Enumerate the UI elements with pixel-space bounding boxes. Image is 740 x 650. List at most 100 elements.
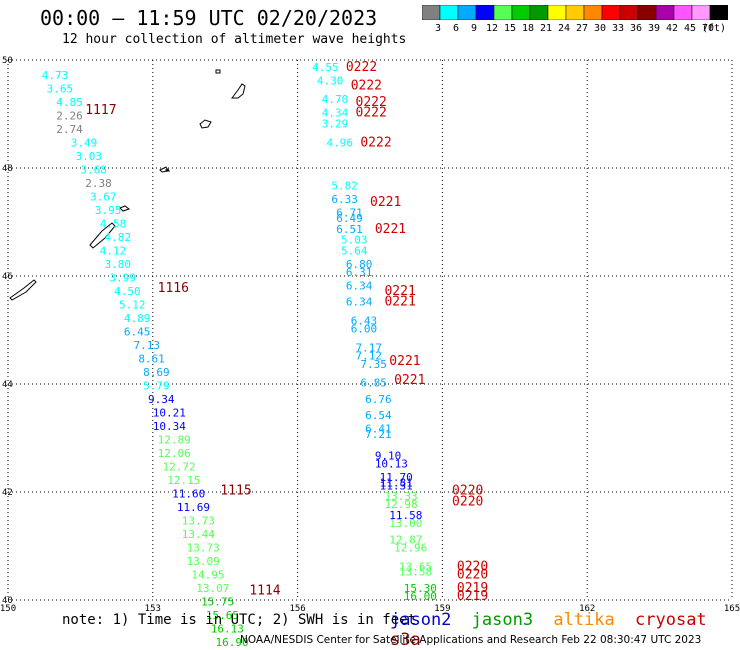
wave-height-point: 11.69 (177, 501, 210, 514)
wave-height-point: 6.34 (346, 280, 373, 293)
wave-height-point: 4.70 (322, 93, 349, 106)
colorbar-label: 36 (630, 23, 642, 34)
colorbar-label: 42 (666, 23, 678, 34)
y-tick-label: 50 (2, 56, 13, 66)
wave-height-point: 11.81 (380, 477, 413, 490)
wave-height-point: 5.03 (341, 234, 368, 247)
wave-height-point: 13.07 (196, 582, 229, 595)
wave-height-point: 5.79 (143, 379, 170, 392)
colorbar-label: 3 (435, 23, 441, 34)
wave-height-point: 3.29 (322, 118, 349, 131)
island-7 (215, 69, 221, 74)
wave-height-point: 6.51 (336, 223, 363, 236)
time-labels: 1117111611151114022202220222022202220221… (85, 60, 488, 604)
wave-height-point: 4.30 (317, 74, 344, 87)
colorbar-label: 21 (540, 23, 552, 34)
wave-height-point: 11.70 (380, 471, 413, 484)
wave-height-point: 16.00 (404, 590, 437, 603)
wave-height-point: 8.61 (138, 352, 165, 365)
wave-height-values: 4.733.654.852.262.743.493.033.682.383.67… (42, 61, 437, 649)
chart-title: 00:00 – 11:59 UTC 02/20/2023 (40, 6, 378, 30)
wave-height-point: 6.54 (365, 409, 392, 422)
time-label: 0222 (346, 60, 377, 75)
wave-height-point: 7.21 (365, 428, 392, 441)
wave-height-point: 3.80 (105, 258, 131, 271)
wave-height-point: 6.34 (346, 296, 373, 309)
wave-height-point: 13.73 (187, 541, 220, 554)
x-tick-label: 150 (0, 604, 16, 614)
wave-height-point: 4.55 (312, 61, 339, 74)
x-tick-label: 162 (579, 604, 595, 614)
wave-height-point: 4.50 (114, 285, 141, 298)
wave-height-point: 9.34 (148, 393, 175, 406)
time-label: 0220 (457, 559, 488, 574)
island-1 (231, 83, 246, 99)
x-tick-label: 156 (289, 604, 305, 614)
wave-height-point: 7.17 (356, 342, 383, 355)
wave-height-point: 3.99 (109, 271, 136, 284)
time-label: 0222 (351, 79, 382, 94)
time-label: 0220 (452, 495, 483, 510)
wave-height-point: 3.67 (90, 190, 117, 203)
wave-height-point: 15.75 (201, 595, 234, 608)
satellite-legend-altika: altika (553, 610, 615, 630)
satellite-legend-jason3: jason3 (471, 610, 534, 630)
wave-height-point: 2.26 (56, 109, 82, 122)
grid (7, 59, 733, 601)
wave-height-point: 4.58 (100, 217, 127, 230)
wave-height-point: 6.85 (360, 377, 387, 390)
colorbar-label: 70 (702, 23, 714, 34)
time-label: 1115 (220, 484, 251, 499)
colorbar-label: 15 (504, 23, 516, 34)
wave-height-point: 10.13 (375, 458, 408, 471)
wave-height-point: 4.96 (327, 136, 354, 149)
wave-height-point: 16.90 (216, 636, 249, 649)
time-label: 0222 (356, 95, 387, 110)
wave-height-point: 15.30 (404, 582, 437, 595)
time-label: 0221 (389, 354, 420, 369)
wave-height-point: 13.58 (399, 566, 432, 579)
satellite-legend-jason2: jason2 (390, 610, 452, 630)
time-label: 0221 (384, 284, 415, 299)
y-tick-label: 46 (2, 272, 13, 282)
chart-subtitle: 12 hour collection of altimeter wave hei… (62, 32, 407, 47)
wave-height-point: 6.71 (336, 207, 363, 220)
wave-height-point: 6.33 (331, 193, 358, 206)
time-label: 1117 (85, 103, 116, 118)
wave-height-point: 5.64 (341, 244, 368, 257)
time-label: 0222 (356, 106, 387, 121)
time-label: 0220 (457, 567, 488, 582)
x-tick-label: 159 (434, 604, 450, 614)
island-6 (9, 279, 37, 301)
wave-height-point: 7.35 (360, 358, 387, 371)
colorbar-label: 9 (471, 23, 477, 34)
wave-height-point: 4.82 (105, 231, 131, 244)
colorbar-label: 39 (648, 23, 660, 34)
time-label: 0219 (457, 581, 488, 596)
wave-height-point: 10.34 (153, 420, 186, 433)
wave-height-point: 13.73 (182, 514, 215, 527)
wave-height-point: 16.13 (211, 622, 244, 635)
wave-height-point: 9.10 (375, 450, 402, 463)
wave-height-point: 2.74 (56, 123, 83, 136)
colorbar-label: 33 (612, 23, 624, 34)
x-tick-label: 153 (145, 604, 161, 614)
wave-height-point: 12.15 (167, 474, 200, 487)
colorbar (422, 5, 728, 20)
wave-height-point: 12.96 (394, 541, 427, 554)
x-tick-label: 165 (724, 604, 740, 614)
time-label: 0222 (360, 135, 391, 150)
time-label: 1116 (158, 281, 189, 296)
wave-height-point: 6.43 (351, 315, 378, 328)
colorbar-label: 27 (576, 23, 588, 34)
colorbar-labels: 3 6 9 12 15 18 21 24 27 30 33 36 39 42 45 70(ft) (435, 23, 726, 34)
time-label: 0221 (394, 373, 425, 388)
y-tick-label: 40 (2, 596, 13, 606)
wave-height-point: 13.65 (399, 560, 432, 573)
wave-height-point: 4.34 (322, 107, 349, 120)
time-label: 1114 (249, 584, 280, 599)
y-tick-label: 44 (2, 380, 13, 390)
wave-height-point: 13.33 (384, 490, 417, 503)
footer-note: note: 1) Time is in UTC; 2) SWH is in fe… (62, 612, 417, 628)
